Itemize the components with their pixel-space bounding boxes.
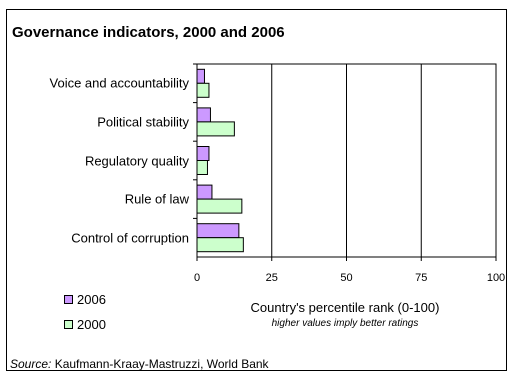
x-tick-label-50: 50 (340, 272, 353, 284)
bar-2000-4 (196, 237, 244, 253)
category-label: Control of corruption (71, 230, 189, 246)
legend-item-2000: 2000 (64, 317, 106, 332)
category-label: Voice and accountability (49, 75, 189, 91)
bar-2006-1 (196, 107, 211, 123)
x-tick-label-25: 25 (265, 272, 278, 284)
legend-swatch-2000 (64, 320, 73, 329)
category-label: Regulatory quality (84, 153, 189, 168)
legend-label-2000: 2000 (77, 317, 106, 332)
bar-2006-3 (196, 184, 213, 200)
source-note: Source: Kaufmann-Kraay-Mastruzzi, World … (10, 357, 269, 371)
legend-label-2006: 2006 (77, 292, 106, 307)
bar-2000-3 (196, 198, 243, 214)
bar-2006-0 (196, 68, 205, 84)
x-axis-note: higher values imply better ratings (271, 318, 419, 329)
category-label: Political stability (97, 114, 189, 130)
bar-2000-1 (196, 121, 235, 137)
bar-2006-4 (196, 223, 240, 239)
bar-2000-0 (196, 82, 210, 98)
source-prefix: Source: (10, 357, 52, 371)
chart-title: Governance indicators, 2000 and 2006 (12, 24, 285, 41)
category-label: Rule of law (124, 191, 189, 207)
x-tick-label-100: 100 (486, 272, 506, 284)
bar-2000-2 (196, 160, 208, 175)
legend-item-2006: 2006 (64, 292, 106, 307)
source-text: Kaufmann-Kraay-Mastruzzi, World Bank (54, 357, 269, 371)
chart-frame (6, 9, 507, 371)
x-tick-label-75: 75 (415, 272, 428, 284)
x-tick-label-0: 0 (193, 272, 201, 284)
bar-2006-2 (196, 146, 210, 161)
x-axis-label: Country's percentile rank (0-100) (250, 300, 440, 315)
legend-swatch-2006 (64, 295, 73, 304)
